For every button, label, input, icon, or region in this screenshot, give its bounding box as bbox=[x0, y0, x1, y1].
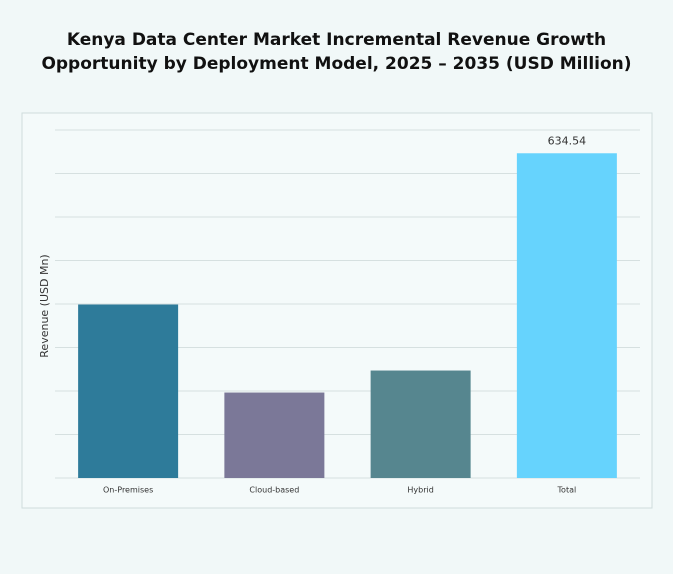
bar bbox=[78, 304, 179, 478]
bar bbox=[370, 370, 471, 478]
bar bbox=[516, 153, 617, 478]
data-label: 634.54 bbox=[548, 134, 587, 147]
chart-title: Kenya Data Center Market Incremental Rev… bbox=[41, 30, 632, 74]
x-tick-label: Cloud-based bbox=[249, 486, 299, 495]
bar bbox=[224, 392, 325, 478]
x-tick-label: Hybrid bbox=[407, 486, 433, 495]
y-axis-label: Revenue (USD Mn) bbox=[38, 254, 51, 357]
x-tick-label: On-Premises bbox=[103, 486, 153, 495]
x-tick-label: Total bbox=[557, 486, 577, 495]
